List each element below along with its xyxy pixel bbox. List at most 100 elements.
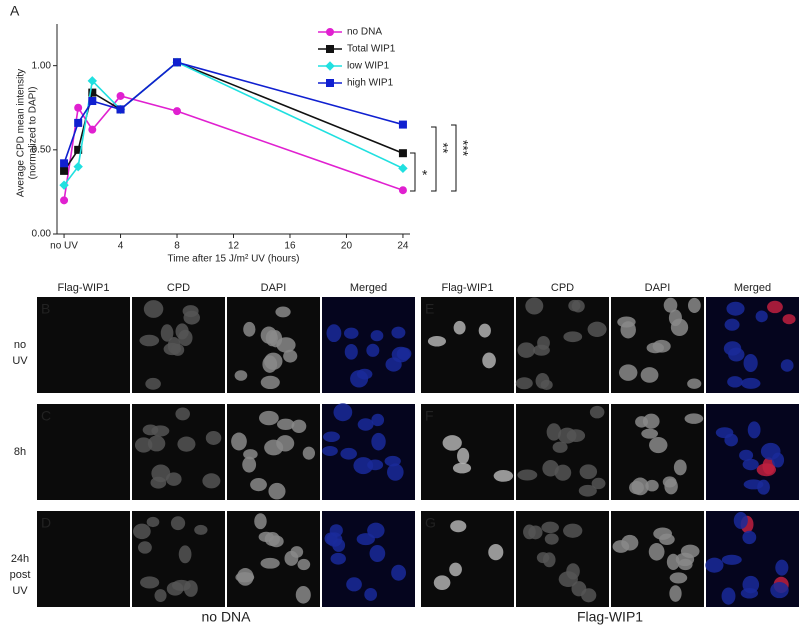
nucleus (290, 546, 304, 558)
nucleus (333, 403, 353, 422)
nucleus (453, 320, 466, 335)
nucleus (356, 533, 375, 546)
nucleus (589, 405, 605, 419)
nucleus (202, 473, 221, 489)
legend-marker (326, 45, 334, 53)
nucleus (433, 575, 451, 591)
bracket (451, 124, 457, 192)
data-point (74, 103, 83, 112)
nucleus (641, 428, 659, 439)
nucleus (367, 522, 385, 539)
micrograph (611, 511, 704, 607)
nucleus (163, 342, 181, 356)
column-header: Merged (350, 282, 387, 294)
nucleus (652, 339, 671, 353)
x-tick-label: 4 (118, 241, 124, 252)
nucleus (143, 300, 164, 318)
column-header: Flag-WIP1 (442, 282, 494, 294)
nucleus (344, 343, 358, 360)
nucleus (544, 533, 559, 545)
x-tick-label: 20 (341, 241, 353, 252)
nucleus (356, 368, 373, 380)
nucleus (369, 545, 386, 562)
group-label: no DNA (201, 609, 251, 625)
nucleus (330, 552, 346, 565)
data-point (398, 149, 407, 158)
data-point (60, 196, 69, 205)
nucleus (715, 427, 734, 439)
nucleus (178, 545, 192, 564)
micrograph (37, 297, 130, 393)
nucleus (322, 445, 338, 456)
significance: * (422, 167, 428, 183)
nucleus (371, 432, 386, 451)
nucleus (780, 359, 794, 372)
micrograph (227, 297, 320, 393)
micrograph (227, 404, 320, 500)
nucleus (517, 342, 536, 358)
micrograph (515, 297, 609, 393)
panel-letter: E (425, 301, 434, 317)
nucleus (323, 431, 340, 443)
nucleus (154, 589, 167, 602)
panel-label: A (10, 3, 20, 19)
nucleus (268, 482, 286, 500)
nucleus (558, 571, 578, 588)
legend-label: high WIP1 (347, 78, 394, 89)
nucleus (332, 538, 346, 552)
y-tick-label: 1.00 (32, 60, 52, 71)
nucleus (260, 557, 280, 569)
nucleus (645, 479, 659, 492)
nucleus (396, 347, 412, 361)
nucleus (151, 425, 170, 437)
nucleus (371, 413, 385, 427)
data-point (88, 97, 97, 106)
micrograph (611, 297, 704, 393)
nucleus (170, 516, 186, 531)
data-point (116, 91, 125, 100)
nucleus (673, 459, 687, 476)
micrograph (706, 297, 799, 393)
nucleus (578, 484, 597, 497)
nucleus (668, 309, 682, 327)
data-point (398, 186, 407, 195)
column-header: DAPI (645, 282, 671, 294)
series-line (63, 95, 404, 201)
nucleus (175, 323, 189, 340)
data-point (116, 105, 125, 114)
nucleus (442, 435, 462, 451)
legend-marker (326, 28, 334, 36)
nucleus (243, 321, 256, 337)
nucleus (391, 564, 407, 581)
nucleus (517, 469, 538, 481)
nucleus (571, 581, 587, 597)
nucleus (175, 407, 190, 421)
nucleus (742, 458, 759, 471)
nucleus (733, 512, 748, 529)
panel-letter: D (41, 515, 51, 531)
nucleus (357, 418, 374, 431)
nucleus (515, 377, 533, 390)
nucleus (482, 352, 496, 369)
nucleus (767, 300, 783, 314)
micrograph (37, 404, 130, 500)
data-point (173, 58, 182, 67)
column-header: CPD (167, 282, 190, 294)
legend-label: no DNA (347, 27, 382, 38)
significance: *** (455, 140, 471, 157)
legend-label: Total WIP1 (347, 44, 396, 55)
nucleus (260, 375, 280, 390)
nucleus (236, 568, 254, 586)
nucleus (254, 513, 267, 530)
micrograph (516, 511, 609, 607)
nucleus (664, 478, 678, 495)
nucleus (571, 299, 585, 313)
nucleus (546, 423, 562, 441)
micrograph (421, 404, 514, 500)
nucleus (536, 552, 550, 564)
nucleus (721, 554, 742, 565)
nucleus (666, 553, 680, 571)
nucleus (385, 357, 402, 372)
nucleus (587, 321, 607, 337)
nucleus (756, 463, 777, 477)
